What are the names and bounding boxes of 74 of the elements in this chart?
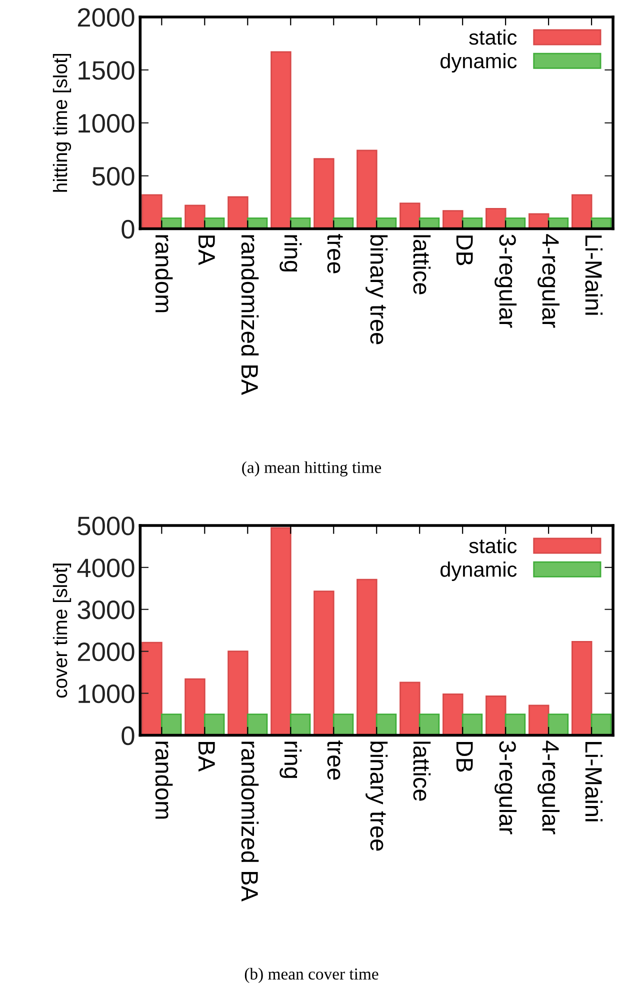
x-tick-label: binary tree xyxy=(366,235,388,344)
x-tick-label: BA xyxy=(198,236,215,266)
x-tick-label: BA xyxy=(198,742,215,772)
bar xyxy=(228,196,248,229)
bar xyxy=(442,693,464,736)
bar xyxy=(572,641,592,736)
bar xyxy=(528,704,550,736)
x-tick-label: ring xyxy=(280,742,302,778)
y-tick-label: 3000 xyxy=(78,600,134,620)
y-tick-label: 1000 xyxy=(78,684,134,704)
bar xyxy=(418,714,440,736)
bar xyxy=(356,578,378,736)
bar xyxy=(528,213,550,229)
y-axis-title: hitting time [slot] xyxy=(52,54,72,192)
y-axis-title: cover time [slot] xyxy=(52,564,72,698)
bar xyxy=(400,202,420,229)
y-tick-label: 1500 xyxy=(78,61,134,80)
y-tick-label: 2000 xyxy=(78,8,134,27)
bar xyxy=(270,527,292,736)
bar xyxy=(228,650,248,736)
bar xyxy=(486,208,506,229)
bar xyxy=(314,158,334,229)
y-tick-label: 500 xyxy=(92,166,134,186)
bar xyxy=(332,714,354,736)
bar xyxy=(400,682,420,736)
x-tick-label: 3-regular xyxy=(494,741,517,834)
bar xyxy=(314,590,334,736)
bar xyxy=(246,714,268,736)
bar xyxy=(142,194,162,229)
bar xyxy=(590,714,612,736)
x-tick-label: ring xyxy=(280,235,302,272)
bar xyxy=(486,696,506,736)
bar xyxy=(462,714,483,736)
text: (b) mean cover time xyxy=(244,968,378,984)
bar xyxy=(184,678,206,736)
bar xyxy=(270,51,292,229)
y-tick-label: 4000 xyxy=(77,558,134,578)
y-tick-label: 0 xyxy=(122,220,134,239)
legend-label: dynamic xyxy=(440,53,517,72)
x-tick-label: 4-regular xyxy=(538,740,560,834)
x-tick-label: lattice xyxy=(413,742,431,801)
x-tick-label: 4-regular xyxy=(538,234,560,328)
bar xyxy=(504,714,526,736)
y-tick-label: 5000 xyxy=(78,516,134,536)
x-tick-label: random xyxy=(155,235,173,312)
y-tick-label: 2000 xyxy=(78,642,134,662)
x-tick-label: randomized BA xyxy=(241,235,259,396)
legend-label: static xyxy=(469,538,517,554)
x-tick-label: 3-regular xyxy=(494,234,517,328)
x-tick-label: tree xyxy=(327,740,343,780)
bar xyxy=(572,194,592,229)
bar xyxy=(290,714,311,736)
legend-label: dynamic xyxy=(440,562,517,581)
x-tick-label: random xyxy=(155,742,173,819)
x-tick-label: DB xyxy=(456,236,473,266)
bar xyxy=(356,150,378,229)
x-tick-label: tree xyxy=(327,234,343,274)
bar xyxy=(548,714,569,736)
bar xyxy=(442,210,464,229)
y-tick-label: 0 xyxy=(122,726,134,746)
bar xyxy=(184,204,206,229)
x-tick-label: randomized BA xyxy=(241,742,259,902)
bar xyxy=(376,714,397,736)
bar xyxy=(160,714,182,736)
x-tick-label: Li-Maini xyxy=(585,236,603,315)
text: (a) mean hitting time xyxy=(242,461,382,477)
x-tick-label: lattice xyxy=(413,235,431,294)
bar xyxy=(204,714,225,736)
y-tick-label: 1000 xyxy=(78,114,134,133)
x-tick-label: binary tree xyxy=(366,742,388,851)
legend-label: static xyxy=(469,29,517,45)
x-tick-label: DB xyxy=(456,742,473,772)
bar xyxy=(142,642,162,736)
x-tick-label: Li-Maini xyxy=(585,742,603,822)
